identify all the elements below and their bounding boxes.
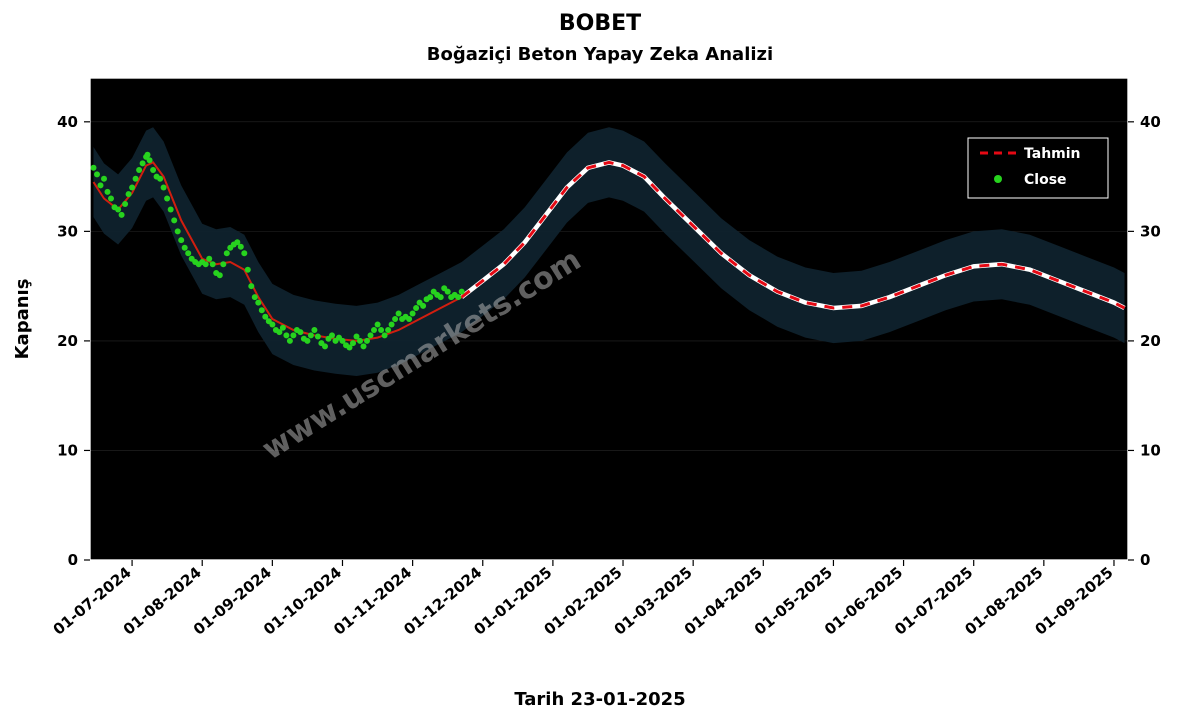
legend-item-label: Close [1024,172,1067,188]
close-point [259,307,265,313]
close-point [280,325,286,331]
y-tick-label-right: 40 [1140,113,1161,131]
close-point [164,196,170,202]
close-point [420,303,426,309]
close-point [129,185,135,191]
y-axis-label: Kapanış [12,279,33,360]
close-point [122,201,128,207]
close-point [269,322,275,328]
y-tick-label: 40 [57,113,78,131]
close-point [119,212,125,218]
close-point [248,283,254,289]
close-point [203,261,209,267]
close-point [185,250,191,256]
y-tick-label-right: 30 [1140,222,1161,240]
y-ticks-left: 0 10 20 30 40 [57,113,90,569]
close-point [206,256,212,262]
close-point [224,250,230,256]
legend-swatch-dot [994,175,1002,183]
y-tick-label-right: 10 [1140,441,1161,459]
close-point [459,289,465,295]
close-point [161,185,167,191]
chart-title-main: BOBET [559,11,641,36]
y-tick-label-right: 20 [1140,332,1161,350]
close-point [287,338,293,344]
y-tick-label: 30 [57,222,78,240]
close-point [311,327,317,333]
close-point [427,294,433,300]
close-point [304,338,310,344]
chart-title-sub: Boğaziçi Beton Yapay Zeka Analizi [427,44,773,65]
close-point [94,171,100,177]
y-ticks-right: 0 10 20 30 40 [1128,113,1161,569]
close-point [385,327,391,333]
close-point [157,176,163,182]
x-ticks: 01-07-202401-08-202401-09-202401-10-2024… [50,560,1117,639]
close-point [315,334,321,340]
close-point [217,272,223,278]
close-point [283,332,289,338]
close-point [220,261,226,267]
close-point [410,311,416,317]
close-point [350,340,356,346]
close-point [241,250,247,256]
close-point [455,294,461,300]
close-point [98,182,104,188]
close-point [357,338,363,344]
close-point [140,160,146,166]
close-point [105,189,111,195]
close-point [115,207,121,213]
close-point [364,338,370,344]
close-point [150,167,156,173]
close-point [175,228,181,234]
y-tick-label: 20 [57,332,78,350]
chart-container: BOBET Boğaziçi Beton Yapay Zeka Analizi … [0,0,1200,720]
close-point [392,316,398,322]
close-point [168,207,174,213]
close-point [101,176,107,182]
close-point [252,294,258,300]
close-point [322,343,328,349]
close-point [126,191,132,197]
close-point [413,305,419,311]
close-point [389,322,395,328]
legend: Tahmin Close [968,138,1108,198]
close-point [371,327,377,333]
close-point [108,196,114,202]
close-point [375,322,381,328]
close-point [308,332,314,338]
close-point [396,311,402,317]
close-point [382,332,388,338]
close-point [133,176,139,182]
close-point [406,316,412,322]
close-point [245,267,251,273]
close-point [178,237,184,243]
y-tick-label-right: 0 [1140,551,1150,569]
close-point [255,300,261,306]
close-point [182,245,188,251]
y-tick-label: 10 [57,441,78,459]
close-point [136,167,142,173]
close-point [297,329,303,335]
close-point [378,327,384,333]
close-point [210,261,216,267]
close-point [147,157,153,163]
close-point [368,332,374,338]
close-point [238,244,244,250]
legend-item-label: Tahmin [1024,146,1081,162]
y-tick-label: 0 [68,551,78,569]
close-point [438,294,444,300]
x-axis-label: Tarih 23-01-2025 [514,689,685,710]
close-point [361,343,367,349]
chart-svg: BOBET Boğaziçi Beton Yapay Zeka Analizi … [0,0,1200,720]
close-point [290,332,296,338]
close-point [171,217,177,223]
close-point [329,332,335,338]
close-point [145,152,151,158]
close-point [91,165,97,171]
close-point [445,289,451,295]
